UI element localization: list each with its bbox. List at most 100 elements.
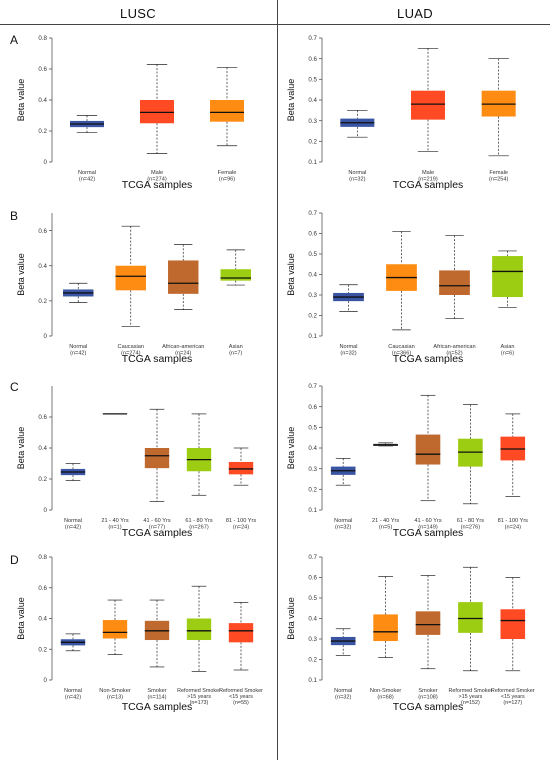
c-luad-y-tick-label-4: 0.5 [308, 425, 317, 432]
d-luad-x-label-1: Non-Smoker [370, 688, 402, 694]
a-luad-y-tick-label-2: 0.3 [308, 118, 317, 125]
b-luad-y-tick-label-1: 0.2 [308, 313, 317, 320]
b-lusc-x-label-2: African-american [162, 344, 204, 350]
c-luad-x-label-4: 81 - 100 Yrs [498, 518, 529, 524]
c-luad-x-sublabel-2: (n=149) [418, 525, 438, 531]
a-luad-box-1 [411, 90, 445, 120]
c-luad-x-sublabel-0: (n=32) [335, 525, 351, 531]
a-luad-x-title: TCGA samples [393, 179, 464, 191]
d-lusc-x-sublabel-4: (n=55) [233, 700, 249, 706]
a-lusc-y-tick-label-4: 0.8 [38, 35, 47, 42]
a-lusc-box-2 [210, 100, 244, 122]
c-lusc-x-sublabel-4: (n=24) [233, 525, 249, 531]
c-luad-y-tick-label-1: 0.2 [308, 487, 317, 494]
a-lusc-y-tick-label-2: 0.4 [38, 97, 47, 104]
d-lusc-x-label-0: Normal [64, 688, 82, 694]
b-luad-y-tick-label-3: 0.4 [308, 272, 317, 279]
c-luad-x-title: TCGA samples [393, 527, 464, 539]
a-lusc-x-sublabel-1: (n=274) [147, 177, 167, 183]
d-luad-box-2 [415, 611, 441, 635]
b-lusc-box-1 [115, 265, 146, 291]
d-luad-y-tick-label-1: 0.2 [308, 657, 317, 664]
a-lusc-x-sublabel-2: (n=96) [219, 177, 235, 183]
d-lusc-x-label-3: Reformed Smoker [177, 688, 221, 694]
d-lusc-x-label-4: Reformed Smoker [219, 688, 263, 694]
d-lusc-box-1 [102, 620, 128, 639]
d-luad-y-tick-label-0: 0.1 [308, 677, 317, 684]
d-lusc-y-tick-label-0: 0 [44, 677, 48, 684]
d-luad-y-label: Beta value [286, 597, 296, 640]
b-luad-x-label-0: Normal [339, 344, 357, 350]
d-lusc-y-label: Beta value [16, 597, 26, 640]
d-lusc-y-tick-label-2: 0.4 [38, 616, 47, 623]
c-lusc-x-sublabel-1: (n=1) [108, 525, 121, 531]
c-lusc-y-label: Beta value [16, 427, 26, 470]
b-luad-box-2 [439, 270, 470, 295]
row-letter-b: B [10, 209, 19, 223]
b-lusc-x-sublabel-1: (n=274) [121, 351, 141, 357]
c-luad-x-sublabel-4: (n=24) [505, 525, 521, 531]
b-lusc-x-sublabel-0: (n=42) [70, 351, 86, 357]
c-luad-x-label-0: Normal [334, 518, 352, 524]
c-luad-x-label-3: 61 - 80 Yrs [457, 518, 484, 524]
b-lusc-x-sublabel-2: (n=24) [175, 351, 191, 357]
a-lusc-x-label-1: Male [151, 170, 163, 176]
b-luad-y-label: Beta value [286, 253, 296, 296]
b-luad-x-label-3: Asian [501, 344, 515, 350]
b-luad-y-tick-label-2: 0.3 [308, 292, 317, 299]
a-lusc-x-label-0: Normal [78, 170, 96, 176]
header-divider [0, 24, 550, 25]
c-lusc-box-4 [228, 461, 254, 475]
d-lusc-x-label-2: Smoker [147, 688, 166, 694]
b-lusc-x-title: TCGA samples [122, 353, 193, 365]
b-luad-x-sublabel-1: (n=366) [392, 351, 412, 357]
c-lusc-x-sublabel-3: (n=267) [189, 525, 209, 531]
d-luad-box-1 [373, 614, 398, 642]
c-luad-y-tick-label-0: 0.1 [308, 507, 317, 514]
b-lusc-y-tick-label-0: 0 [44, 333, 48, 340]
b-luad-x-label-1: Caucasian [388, 344, 414, 350]
c-luad-x-sublabel-3: (n=276) [461, 525, 481, 531]
a-luad-y-tick-label-1: 0.2 [308, 139, 317, 146]
a-lusc-y-tick-label-3: 0.6 [38, 66, 47, 73]
d-lusc-y-tick-label-1: 0.2 [38, 646, 47, 653]
c-lusc-x-label-3: 61 - 80 Yrs [185, 518, 212, 524]
d-luad-box-4 [500, 609, 526, 639]
column-divider [277, 0, 278, 760]
c-lusc-x-label-2: 41 - 60 Yrs [143, 518, 170, 524]
b-luad-y-tick-label-5: 0.6 [308, 231, 317, 238]
c-lusc-x-label-1: 21 - 40 Yrs [101, 518, 128, 524]
d-luad-x-label-0: Normal [334, 688, 352, 694]
b-luad-x-title: TCGA samples [393, 353, 464, 365]
c-lusc-x-label-4: 81 - 100 Yrs [226, 518, 257, 524]
a-lusc-y-tick-label-0: 0 [44, 159, 48, 166]
a-lusc-y-label: Beta value [16, 79, 26, 122]
d-luad-y-tick-label-5: 0.6 [308, 575, 317, 582]
b-lusc-x-label-1: Caucasian [118, 344, 144, 350]
a-lusc-x-label-2: Female [218, 170, 237, 176]
c-lusc-x-label-0: Normal [64, 518, 82, 524]
c-luad-y-tick-label-3: 0.4 [308, 445, 317, 452]
d-luad-x-label-3: Reformed Smoker [449, 688, 493, 694]
d-lusc-y-tick-label-4: 0.8 [38, 554, 47, 561]
d-luad-x-sublabel-3: (n=152) [461, 700, 480, 706]
b-lusc-y-tick-label-1: 0.2 [38, 298, 47, 305]
a-luad-x-sublabel-2: (n=254) [489, 177, 509, 183]
c-luad-x-sublabel-1: (n=5) [379, 525, 392, 531]
c-lusc-x-title: TCGA samples [122, 527, 193, 539]
c-luad-x-label-1: 21 - 40 Yrs [372, 518, 399, 524]
c-lusc-y-tick-label-2: 0.4 [38, 445, 47, 452]
a-luad-x-sublabel-0: (n=32) [349, 177, 365, 183]
b-lusc-y-tick-label-2: 0.4 [38, 263, 47, 270]
b-luad-x-label-2: African-american [433, 344, 475, 350]
c-lusc-y-tick-label-1: 0.2 [38, 476, 47, 483]
b-lusc-box-3 [220, 269, 251, 281]
a-luad-y-tick-label-5: 0.6 [308, 56, 317, 63]
a-luad-x-label-1: Male [422, 170, 434, 176]
b-luad-y-tick-label-4: 0.5 [308, 251, 317, 258]
a-luad-y-tick-label-6: 0.7 [308, 35, 317, 42]
a-luad-y-label: Beta value [286, 79, 296, 122]
c-lusc-y-tick-label-0: 0 [44, 507, 48, 514]
b-lusc-x-label-0: Normal [69, 344, 87, 350]
